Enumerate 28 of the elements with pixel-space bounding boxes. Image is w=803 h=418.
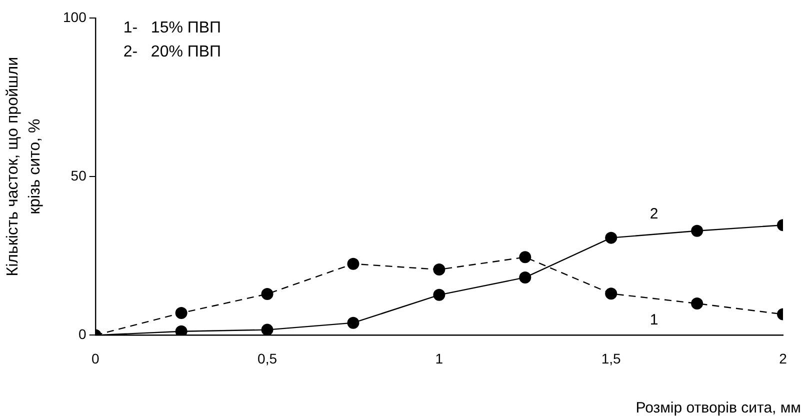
point — [519, 251, 532, 264]
point — [605, 232, 618, 244]
y-axis-title: Кількість часток, що пройшли крізь сито, % — [4, 56, 44, 276]
point — [347, 316, 360, 329]
x-tick-label: 0 — [91, 350, 100, 366]
point — [691, 297, 704, 310]
x-tick-label: 1 — [435, 350, 444, 366]
point — [261, 288, 274, 300]
series-label: 1 — [650, 312, 658, 329]
x-tick-label: 2 — [779, 350, 788, 366]
point — [175, 306, 188, 319]
x-axis-title: Розмір отворів сита, мм — [636, 400, 801, 417]
point — [261, 324, 274, 336]
point — [347, 258, 360, 270]
annotation: 2- 20% ПВП — [123, 43, 222, 60]
point — [519, 271, 532, 284]
point — [691, 224, 704, 237]
point — [433, 288, 446, 301]
x-tick-label: 0,5 — [258, 350, 278, 366]
y-tick-label: 100 — [63, 8, 87, 25]
y-tick-label: 50 — [70, 167, 87, 184]
point — [605, 288, 618, 300]
y-tick-label: 0 — [78, 326, 87, 342]
annotation: 1- 15% ПВП — [123, 19, 222, 36]
point — [175, 325, 188, 336]
series-label: 2 — [650, 205, 658, 222]
point — [433, 264, 446, 276]
x-tick-label: 1,5 — [601, 350, 622, 366]
